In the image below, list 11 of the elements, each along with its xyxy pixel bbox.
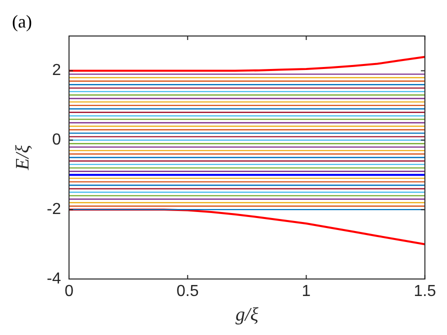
- x-tick-label: 1.5: [414, 283, 436, 300]
- y-tick-label: 0: [52, 132, 62, 149]
- y-tick-label: 2: [52, 62, 62, 80]
- x-tick-label: 1: [302, 283, 311, 300]
- y-tick-label: -4: [46, 270, 62, 288]
- y-tick-label: -2: [46, 200, 62, 218]
- x-axis-title: g/ξ: [235, 304, 260, 326]
- text: (a): [12, 12, 32, 32]
- x-tick-label: 0.5: [176, 283, 199, 300]
- x-tick-label: 0: [64, 283, 74, 300]
- y-axis-title: E/ξ: [12, 144, 34, 172]
